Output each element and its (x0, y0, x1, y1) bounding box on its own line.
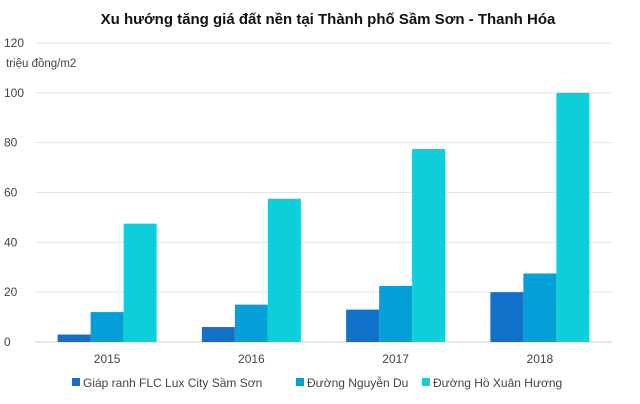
bar-2015-series-1 (57, 334, 91, 342)
y-tick-label: 40 (4, 235, 18, 249)
bar-2016-series-2 (234, 304, 268, 342)
y-tick-label: 20 (4, 285, 18, 299)
legend-swatch (296, 378, 304, 386)
bar-2015-series-3 (123, 223, 157, 342)
x-tick-label: 2017 (382, 352, 409, 366)
y-tick-label: 80 (4, 136, 18, 150)
legend-swatch (72, 378, 80, 386)
bar-2017-series-3 (412, 148, 446, 342)
bar-2016-series-1 (201, 327, 235, 342)
bar-2018-series-3 (556, 92, 590, 342)
bar-2017-series-2 (379, 285, 413, 342)
legend-label: Đường Hồ Xuân Hương (433, 376, 562, 390)
y-axis-label: triệu đồng/m2 (6, 58, 76, 70)
x-tick-label: 2018 (527, 352, 554, 366)
chart-title: Xu hướng tăng giá đất nền tại Thành phố … (101, 11, 556, 28)
x-tick-label: 2015 (94, 352, 121, 366)
legend-label: Giáp ranh FLC Lux City Sầm Sơn (83, 376, 262, 390)
bar-2018-series-2 (523, 273, 557, 342)
x-tick-label: 2016 (238, 352, 265, 366)
bar-2015-series-2 (90, 312, 124, 342)
y-tick-label: 100 (4, 86, 24, 100)
bar-2016-series-3 (267, 198, 301, 342)
legend-swatch (422, 378, 430, 386)
legend-label: Đường Nguyễn Du (307, 375, 408, 390)
bar-2018-series-1 (490, 292, 524, 342)
y-tick-label: 0 (4, 335, 11, 349)
y-tick-label: 120 (4, 36, 24, 50)
y-tick-label: 60 (4, 186, 18, 200)
bar-2017-series-1 (346, 309, 380, 342)
